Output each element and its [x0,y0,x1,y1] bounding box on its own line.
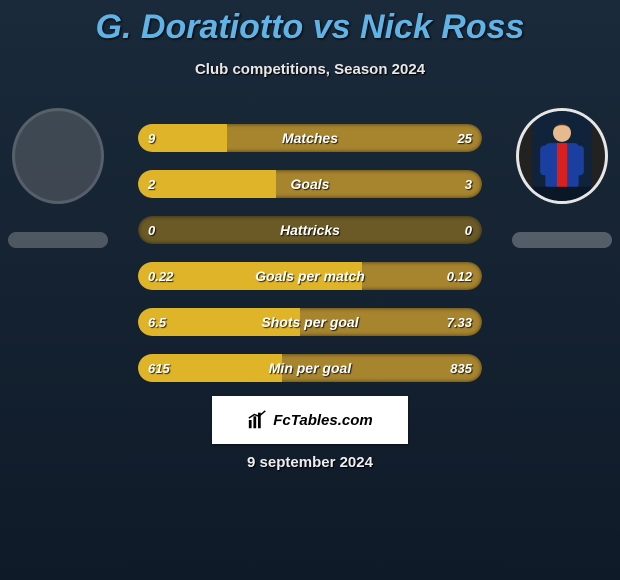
stat-label: Hattricks [138,216,482,244]
title-player-right: Nick Ross [360,8,524,46]
stat-label: Matches [138,124,482,152]
chart-icon [247,409,269,431]
avatar-right-container [512,108,612,248]
comparison-rows: 925Matches 23Goals 00Hattricks 0.220.12Goal… [138,124,482,400]
branding-badge: FcTables.com [212,396,408,444]
stat-row: 615835Min per goal [138,354,482,382]
team-pill-left [8,232,108,248]
branding-text: FcTables.com [273,412,372,429]
avatar-left [12,108,104,204]
stat-label: Min per goal [138,354,482,382]
page-title: G. Doratiotto vs Nick Ross [0,0,620,47]
stat-row: 00Hattricks [138,216,482,244]
team-pill-right [512,232,612,248]
subtitle: Club competitions, Season 2024 [0,61,620,78]
stat-label: Shots per goal [138,308,482,336]
stat-label: Goals per match [138,262,482,290]
stat-row: 925Matches [138,124,482,152]
title-vs: vs [303,8,360,46]
stat-row: 23Goals [138,170,482,198]
stat-label: Goals [138,170,482,198]
player-right-illustration [519,111,605,201]
avatar-left-container [8,108,108,248]
stat-row: 6.57.33Shots per goal [138,308,482,336]
avatar-right [516,108,608,204]
update-date: 9 september 2024 [0,454,620,471]
title-player-left: G. Doratiotto [96,8,304,46]
stat-row: 0.220.12Goals per match [138,262,482,290]
